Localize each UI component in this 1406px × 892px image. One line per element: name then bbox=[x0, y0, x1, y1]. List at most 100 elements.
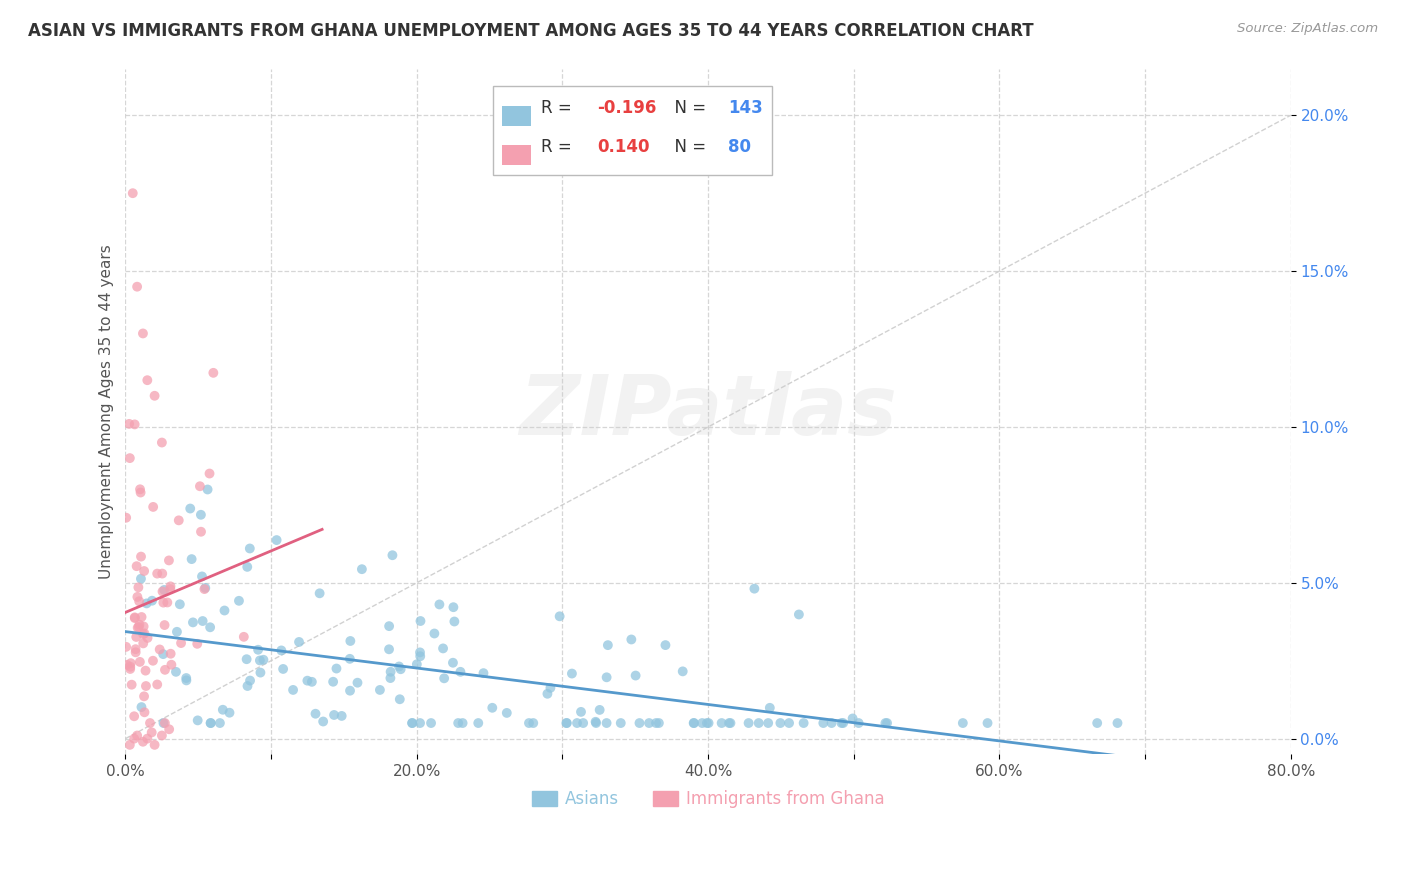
Point bbox=[179, 501, 201, 516]
Text: 0.140: 0.140 bbox=[598, 138, 650, 156]
Point bbox=[697, 716, 720, 731]
Point bbox=[232, 630, 254, 644]
Point bbox=[401, 716, 423, 731]
Point bbox=[759, 701, 782, 715]
Point bbox=[249, 653, 271, 667]
Point bbox=[682, 716, 704, 731]
Point bbox=[166, 624, 188, 639]
Point bbox=[170, 636, 193, 650]
Point bbox=[832, 716, 855, 731]
Point bbox=[143, 389, 166, 403]
Point bbox=[127, 729, 149, 743]
Point bbox=[565, 716, 588, 731]
Point bbox=[200, 716, 222, 731]
Point bbox=[191, 569, 214, 583]
Point bbox=[325, 661, 347, 675]
Point bbox=[441, 600, 464, 615]
Point bbox=[628, 716, 651, 731]
Point bbox=[252, 653, 274, 667]
Point bbox=[121, 678, 143, 692]
Point bbox=[841, 711, 863, 725]
Point bbox=[124, 645, 146, 659]
Point bbox=[517, 716, 540, 731]
Point bbox=[423, 626, 446, 640]
Point bbox=[481, 700, 503, 714]
Point bbox=[401, 716, 423, 731]
Point bbox=[202, 366, 225, 380]
Point bbox=[270, 643, 292, 657]
Point bbox=[388, 692, 411, 706]
Point bbox=[429, 598, 451, 612]
Point bbox=[122, 709, 145, 723]
Text: N =: N = bbox=[664, 138, 711, 156]
Point bbox=[744, 582, 766, 596]
Text: R =: R = bbox=[541, 99, 578, 117]
Point bbox=[136, 373, 159, 387]
Text: 80: 80 bbox=[728, 138, 751, 156]
Point bbox=[555, 716, 578, 731]
Point bbox=[848, 716, 870, 731]
Point bbox=[380, 665, 402, 679]
Point bbox=[409, 649, 432, 664]
Point bbox=[449, 665, 471, 679]
Point bbox=[472, 666, 495, 681]
Point bbox=[167, 513, 190, 527]
Point bbox=[441, 656, 464, 670]
Point bbox=[198, 467, 221, 481]
Point bbox=[718, 716, 741, 731]
Point bbox=[180, 552, 202, 566]
Point bbox=[696, 716, 718, 731]
Point bbox=[737, 716, 759, 731]
Point bbox=[830, 716, 852, 731]
Point bbox=[152, 716, 174, 731]
Point bbox=[131, 700, 153, 714]
Point bbox=[129, 549, 152, 564]
Point bbox=[748, 716, 770, 731]
Point bbox=[405, 657, 427, 672]
Point bbox=[191, 614, 214, 628]
Point bbox=[572, 716, 595, 731]
Point bbox=[134, 706, 156, 720]
Point bbox=[128, 594, 150, 608]
Point bbox=[433, 671, 456, 685]
Point bbox=[683, 716, 706, 731]
Point bbox=[128, 655, 150, 669]
Point bbox=[297, 673, 319, 688]
Point bbox=[181, 615, 204, 630]
Point bbox=[350, 562, 373, 576]
Point bbox=[127, 590, 149, 604]
Point bbox=[432, 641, 454, 656]
Point bbox=[266, 533, 288, 547]
Point bbox=[159, 579, 181, 593]
Point bbox=[141, 725, 163, 739]
Point bbox=[120, 659, 142, 673]
Point bbox=[756, 716, 779, 731]
Point bbox=[200, 716, 222, 731]
Point bbox=[139, 716, 162, 731]
Point bbox=[409, 645, 432, 659]
Point bbox=[595, 716, 617, 731]
Point bbox=[236, 679, 259, 693]
Point bbox=[710, 716, 733, 731]
Point bbox=[153, 663, 176, 677]
Point bbox=[198, 620, 221, 634]
Point bbox=[271, 662, 294, 676]
Point bbox=[115, 657, 138, 672]
Point bbox=[127, 580, 149, 594]
Point bbox=[720, 716, 742, 731]
Point bbox=[132, 735, 155, 749]
Point bbox=[595, 670, 617, 684]
Point bbox=[247, 642, 270, 657]
Point bbox=[128, 620, 150, 634]
Point bbox=[193, 582, 215, 596]
Text: R =: R = bbox=[541, 138, 578, 156]
Legend: Asians, Immigrants from Ghana: Asians, Immigrants from Ghana bbox=[524, 783, 891, 814]
Text: -0.196: -0.196 bbox=[598, 99, 657, 117]
Point bbox=[118, 738, 141, 752]
Point bbox=[389, 662, 412, 676]
Point bbox=[561, 666, 583, 681]
Text: N =: N = bbox=[664, 99, 711, 117]
Point bbox=[538, 681, 561, 695]
Point bbox=[409, 614, 432, 628]
Point bbox=[778, 716, 800, 731]
